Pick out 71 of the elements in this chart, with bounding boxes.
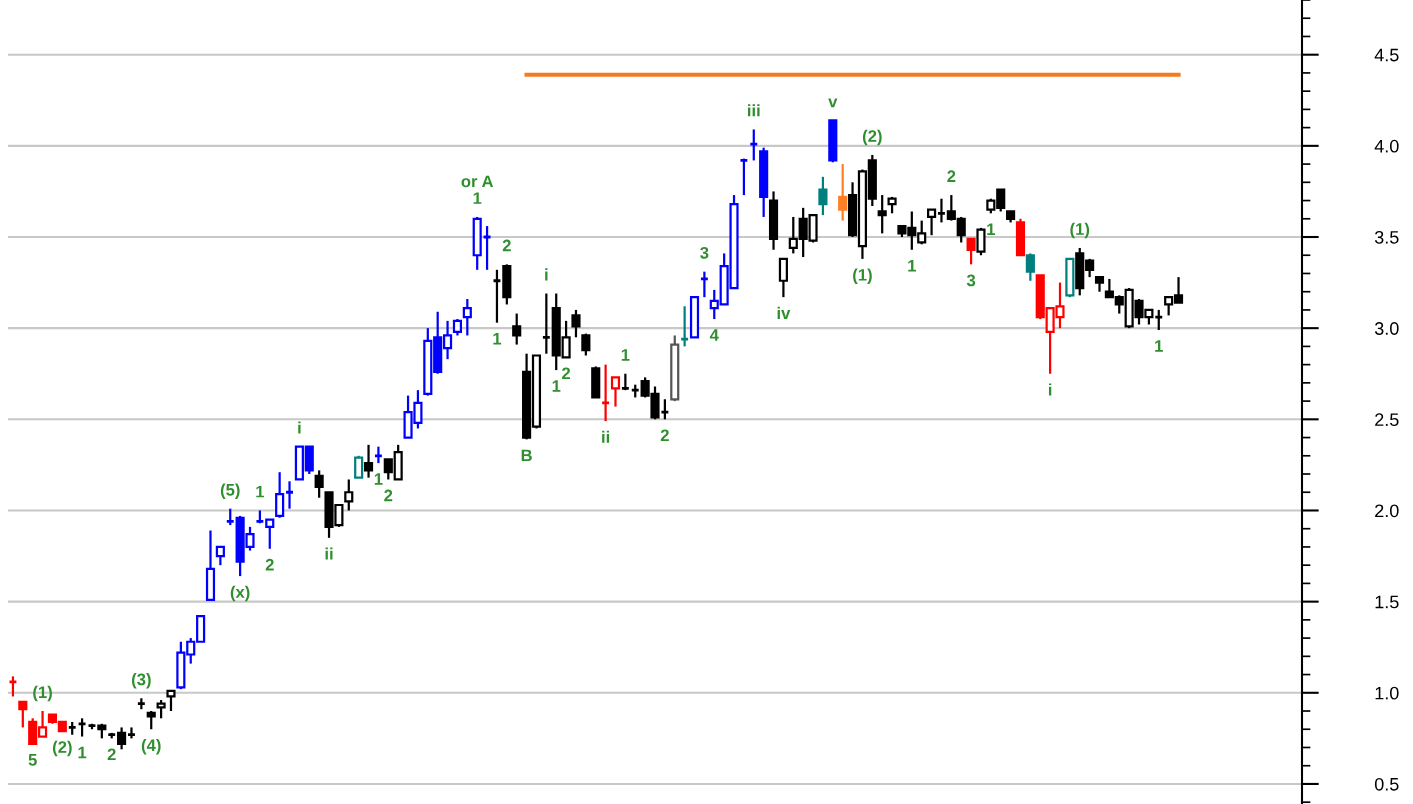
candlestick <box>156 698 166 720</box>
text: 3 <box>700 246 709 259</box>
text: (1) <box>853 268 872 285</box>
text: 2 <box>107 748 116 761</box>
text: 2 <box>502 239 511 252</box>
text: 1 <box>987 223 996 236</box>
candlestick <box>166 689 176 713</box>
text: 1 <box>493 332 502 345</box>
candlestick <box>18 700 28 729</box>
candlestick <box>512 312 522 346</box>
y-tick-label: 0.5 <box>1374 777 1399 791</box>
text: (2) <box>862 129 882 146</box>
text: 5 <box>28 754 37 766</box>
text: B <box>521 449 532 462</box>
text: (1) <box>1070 222 1090 239</box>
candlestick <box>344 478 354 512</box>
text: 4 <box>709 329 719 341</box>
candlestick <box>265 518 275 550</box>
candlestick <box>976 226 986 257</box>
text: (2) <box>52 740 72 757</box>
y-tick-label: 4.5 <box>1374 48 1399 62</box>
text: 1 <box>621 349 630 361</box>
text: ii <box>602 430 610 443</box>
candlestick <box>1025 252 1035 282</box>
text: (5) <box>220 483 240 500</box>
candlestick <box>778 257 788 299</box>
candlestick <box>610 376 621 408</box>
y-tick-label: 2.5 <box>1375 413 1399 427</box>
candlestick <box>275 471 285 519</box>
text: iii <box>748 104 760 117</box>
y-tick-label: 4.0 <box>1374 139 1399 153</box>
candlestick <box>462 297 472 337</box>
y-tick-label: 3.5 <box>1374 230 1399 244</box>
text: 1 <box>374 473 383 485</box>
text: 1 <box>552 380 561 392</box>
candlestick <box>571 308 581 339</box>
candlestick <box>838 162 848 222</box>
text: 2 <box>947 170 956 182</box>
text: 1 <box>78 746 87 759</box>
text: i <box>1048 383 1052 396</box>
candlestick <box>146 709 156 731</box>
text: (x) <box>230 585 250 602</box>
candlestick <box>927 208 937 237</box>
text: i <box>298 421 301 434</box>
y-tick-label: 2.0 <box>1375 504 1399 518</box>
candlestick <box>818 175 828 217</box>
text: (3) <box>132 673 151 689</box>
text: 1 <box>1155 340 1163 352</box>
candlestick <box>363 443 374 479</box>
text: 2 <box>384 489 393 502</box>
candlestick <box>314 469 324 499</box>
candlestick <box>117 726 127 751</box>
text: iv <box>777 306 791 319</box>
y-tick-label: 3.0 <box>1374 322 1399 335</box>
candlestick <box>215 545 225 567</box>
text: 1 <box>256 485 265 498</box>
text: 2 <box>265 558 274 571</box>
candlestick <box>966 237 976 266</box>
candlestick <box>877 193 887 235</box>
text: or A 1 <box>461 175 494 204</box>
y-tick-label: 1.0 <box>1375 686 1399 700</box>
text: v <box>828 98 838 108</box>
text: (4) <box>141 738 161 755</box>
text: (1) <box>33 685 52 702</box>
text: 1 <box>908 260 916 272</box>
text: 2 <box>562 367 571 380</box>
y-tick-label: 1.5 <box>1375 595 1399 609</box>
text: ii <box>325 547 333 560</box>
text: i <box>545 268 548 281</box>
text: 3 <box>966 274 976 287</box>
text: 2 <box>660 429 669 442</box>
